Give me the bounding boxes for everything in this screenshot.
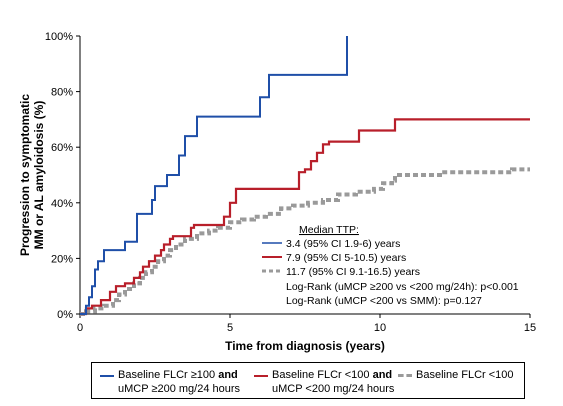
y-axis-title-line-1: Progression to symptomatic (18, 94, 32, 256)
y-tick-label: 20% (51, 253, 73, 265)
legend-swatch-gray (398, 374, 412, 377)
logrank-note-2: Log-Rank (uMCP <200 vs SMM): p=0.127 (286, 295, 482, 307)
legend-swatch-red (254, 375, 268, 377)
y-axis-title: Progression to symptomatic MM or AL amyl… (18, 94, 46, 256)
axes (79, 36, 530, 315)
y-tick-label: 0% (57, 309, 73, 321)
series-line-flcr-low-umcp-low (80, 118, 530, 316)
legend-label-flcr-low: Baseline FLCr <100 (416, 369, 514, 381)
median-ttp-blue: 3.4 (95% CI 1.9-6) years (286, 238, 400, 250)
y-tick-label: 80% (51, 87, 73, 99)
x-tick-label: 10 (374, 322, 386, 334)
x-tick-label: 5 (227, 322, 233, 334)
x-tick-label: 0 (77, 322, 83, 334)
median-ttp-gray: 11.7 (95% CI 9.1-16.5) years (286, 266, 420, 278)
legend-label-high-risk: Baseline FLCr ≥100 and uMCP ≥200 mg/24 ho… (118, 369, 241, 395)
annotation-block: Median TTP: 3.4 (95% CI 1.9-6) years 7.9… (262, 224, 519, 307)
median-ttp-heading: Median TTP: (299, 224, 359, 236)
legend-label-low-risk: Baseline FLCr <100 and uMCP <200 mg/24 ho… (272, 369, 395, 395)
x-tick-label: 15 (524, 322, 536, 334)
y-tick-label: 40% (51, 198, 73, 210)
series-line-flcr-low (80, 167, 530, 316)
series-group (80, 36, 530, 316)
y-tick-label: 100% (45, 31, 73, 43)
logrank-note-1: Log-Rank (uMCP ≥200 vs <200 mg/24h): p<0… (286, 281, 519, 293)
y-tick-label: 60% (51, 142, 73, 154)
legend-swatch-blue (100, 375, 114, 377)
ticks: 0% 20% 40% 60% 80% 100% 0 5 10 15 (45, 31, 536, 334)
y-axis-title-line-2: MM or AL amyloidosis (%) (32, 101, 46, 250)
series-line-flcr-high-umcp-high (80, 36, 348, 315)
legend: Baseline FLCr ≥100 and uMCP ≥200 mg/24 ho… (91, 362, 525, 399)
median-ttp-red: 7.9 (95% CI 5-10.5) years (286, 252, 406, 264)
x-axis-title: Time from diagnosis (years) (225, 339, 385, 353)
